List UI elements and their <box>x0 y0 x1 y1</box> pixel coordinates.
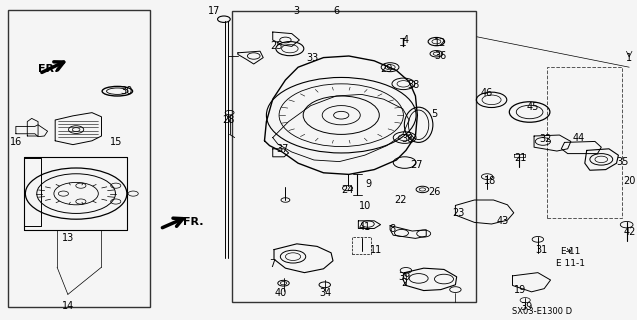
Text: 4: 4 <box>403 35 409 45</box>
Text: 22: 22 <box>394 195 407 205</box>
Text: 17: 17 <box>208 6 220 16</box>
Text: 3: 3 <box>294 6 300 16</box>
Text: 43: 43 <box>497 216 509 226</box>
Text: FR.: FR. <box>183 217 204 228</box>
Text: 35: 35 <box>617 156 629 167</box>
Text: FR.: FR. <box>38 64 59 74</box>
Text: 2: 2 <box>401 278 408 288</box>
Text: 6: 6 <box>333 6 340 16</box>
Text: 36: 36 <box>434 51 447 61</box>
Text: SX03-E1300 D: SX03-E1300 D <box>512 308 573 316</box>
Text: 11: 11 <box>370 244 382 255</box>
Text: 29: 29 <box>380 64 392 74</box>
Text: 23: 23 <box>452 208 464 218</box>
Bar <box>547 67 622 218</box>
Text: 39: 39 <box>520 302 533 312</box>
Text: 27: 27 <box>410 160 423 170</box>
Text: 12: 12 <box>434 38 447 48</box>
Bar <box>231 11 476 302</box>
Text: E 11-1: E 11-1 <box>555 260 585 268</box>
Text: 9: 9 <box>366 179 371 189</box>
Text: 5: 5 <box>431 108 438 119</box>
Text: 8: 8 <box>389 224 395 234</box>
Bar <box>352 237 371 254</box>
Text: 46: 46 <box>481 88 493 98</box>
Text: 19: 19 <box>514 284 526 295</box>
Text: 10: 10 <box>359 201 371 212</box>
Text: 38: 38 <box>408 80 420 90</box>
Text: 24: 24 <box>341 185 354 196</box>
Text: 41: 41 <box>359 222 371 232</box>
Text: 7: 7 <box>269 259 276 269</box>
Text: 25: 25 <box>270 41 283 52</box>
Text: 26: 26 <box>428 187 441 197</box>
Text: 45: 45 <box>527 102 539 112</box>
Text: 1: 1 <box>626 52 633 63</box>
Text: 28: 28 <box>222 115 234 125</box>
Text: 37: 37 <box>276 144 289 154</box>
Text: 33: 33 <box>306 52 318 63</box>
Text: 21: 21 <box>514 153 526 164</box>
Text: 44: 44 <box>572 132 585 143</box>
Text: 18: 18 <box>484 176 496 186</box>
Text: 32: 32 <box>540 134 552 144</box>
Text: 31: 31 <box>536 244 548 255</box>
Text: 13: 13 <box>62 233 74 244</box>
Text: 42: 42 <box>624 227 636 237</box>
Text: 38: 38 <box>402 134 414 144</box>
Text: 15: 15 <box>110 137 122 148</box>
Text: 30: 30 <box>120 86 132 96</box>
Text: 16: 16 <box>10 137 22 148</box>
Text: 34: 34 <box>319 288 331 298</box>
Bar <box>8 10 150 307</box>
Text: 39: 39 <box>399 272 411 282</box>
Text: 40: 40 <box>274 288 287 298</box>
Text: E-11: E-11 <box>560 247 580 256</box>
Text: 14: 14 <box>62 300 74 311</box>
Text: 20: 20 <box>624 176 636 186</box>
